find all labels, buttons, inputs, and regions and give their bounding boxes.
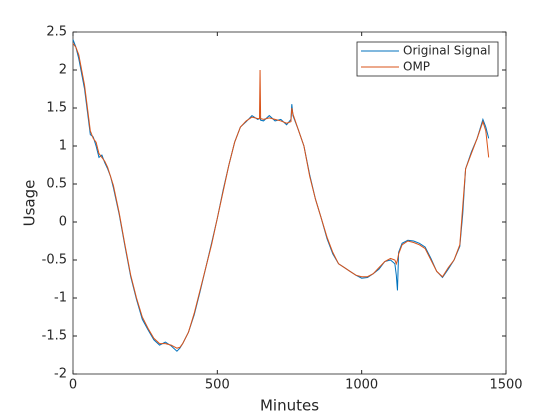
- y-tick-label: -1: [54, 291, 67, 306]
- y-tick-label: -0.5: [42, 253, 67, 268]
- legend-label: Original Signal: [403, 44, 491, 58]
- y-tick-label: -1.5: [42, 329, 67, 344]
- y-tick-label: 1: [59, 139, 67, 154]
- y-tick-label: 0: [59, 215, 67, 230]
- x-tick-label: 1000: [345, 378, 378, 393]
- y-tick-label: 2: [59, 63, 67, 78]
- y-tick-label: -2: [54, 367, 67, 382]
- y-tick-label: 2.5: [46, 25, 67, 40]
- legend-box: [356, 41, 499, 77]
- x-tick-label: 1500: [489, 378, 522, 393]
- y-axis-label: Usage: [21, 180, 39, 227]
- x-axis-label: Minutes: [260, 397, 319, 415]
- y-tick-label: 0.5: [46, 177, 67, 192]
- y-tick-label: 1.5: [46, 101, 67, 116]
- data-line: [72, 43, 490, 349]
- legend-label: OMP: [403, 60, 430, 74]
- x-tick-label: 0: [69, 378, 77, 393]
- plot-area: [72, 31, 507, 375]
- x-tick-label: 500: [205, 378, 230, 393]
